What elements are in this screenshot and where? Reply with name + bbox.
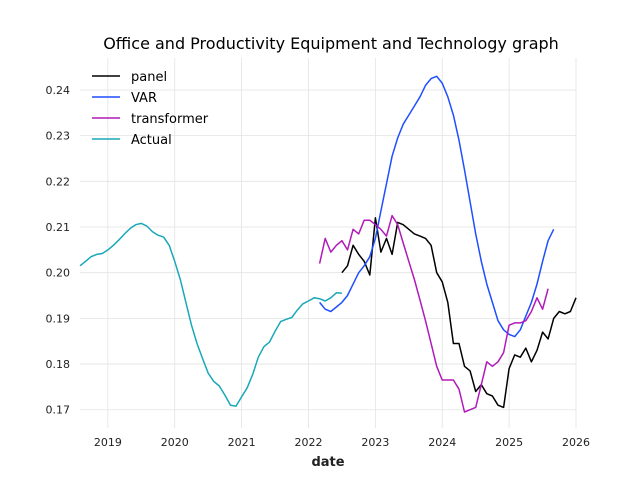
y-tick-label: 0.20 [46, 267, 71, 280]
x-tick-label: 2026 [562, 436, 590, 449]
legend: panel VAR transformer Actual [92, 70, 209, 148]
legend-label-panel: panel [131, 70, 167, 85]
x-axis-title: date [311, 455, 344, 470]
series-line-actual [79, 222, 342, 407]
x-tick-label: 2023 [361, 436, 389, 449]
y-tick-label: 0.21 [46, 221, 71, 234]
chart-title: Office and Productivity Equipment and Te… [103, 34, 559, 53]
y-tick-label: 0.18 [46, 358, 71, 371]
series-line-var [319, 75, 555, 338]
grid [80, 58, 577, 428]
legend-label-actual: Actual [131, 133, 172, 148]
x-tick-label: 2020 [161, 436, 189, 449]
series-lines [79, 75, 577, 413]
y-tick-label: 0.23 [46, 130, 71, 143]
x-tick-label: 2024 [428, 436, 456, 449]
y-axis-ticks: 0.17 0.18 0.19 0.20 0.21 0.22 0.23 0.24 [46, 84, 71, 417]
series-line-transformer [318, 214, 549, 413]
legend-label-var: VAR [131, 91, 157, 106]
y-tick-label: 0.17 [46, 404, 71, 417]
y-tick-label: 0.22 [46, 175, 71, 188]
x-tick-label: 2025 [495, 436, 523, 449]
y-tick-label: 0.24 [46, 84, 71, 97]
x-axis-ticks: 2019 2020 2021 2022 2023 2024 2025 2026 [94, 436, 590, 449]
x-tick-label: 2022 [294, 436, 322, 449]
y-tick-label: 0.19 [46, 312, 71, 325]
x-tick-label: 2021 [228, 436, 256, 449]
x-tick-label: 2019 [94, 436, 122, 449]
legend-label-transformer: transformer [131, 112, 209, 127]
series-line-panel [341, 217, 577, 409]
